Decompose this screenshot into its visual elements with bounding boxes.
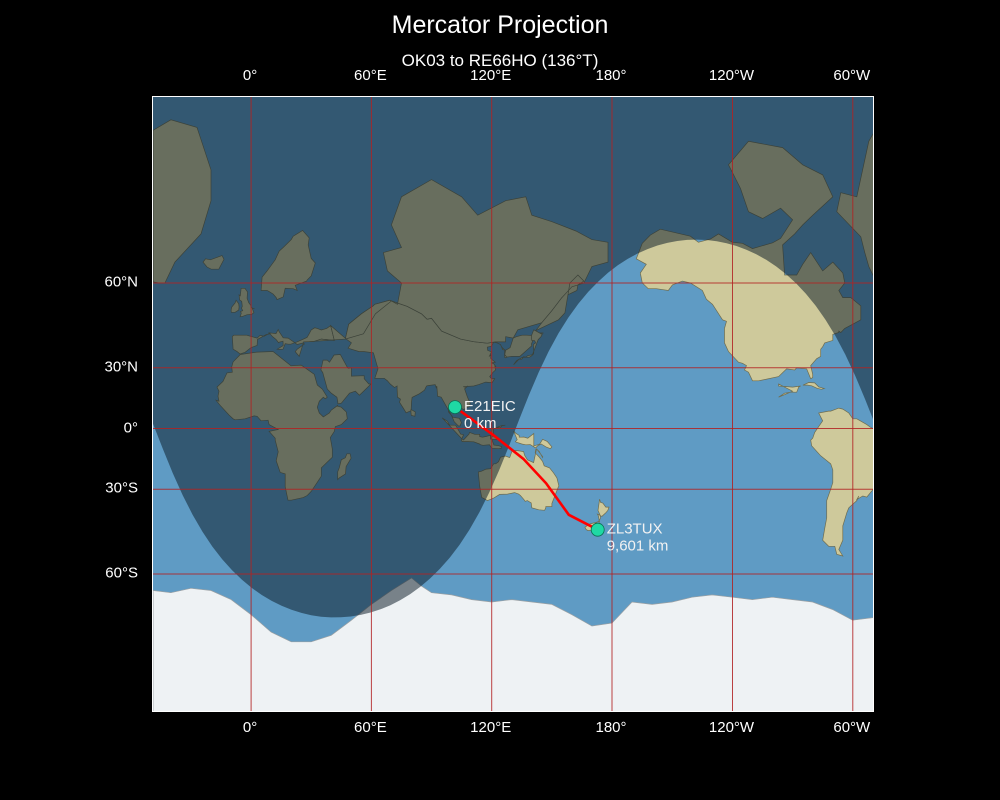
svg-text:0 km: 0 km — [464, 415, 497, 432]
svg-text:9,601 km: 9,601 km — [607, 538, 669, 555]
svg-text:E21EIC: E21EIC — [464, 398, 516, 415]
svg-text:ZL3TUX: ZL3TUX — [607, 521, 663, 538]
